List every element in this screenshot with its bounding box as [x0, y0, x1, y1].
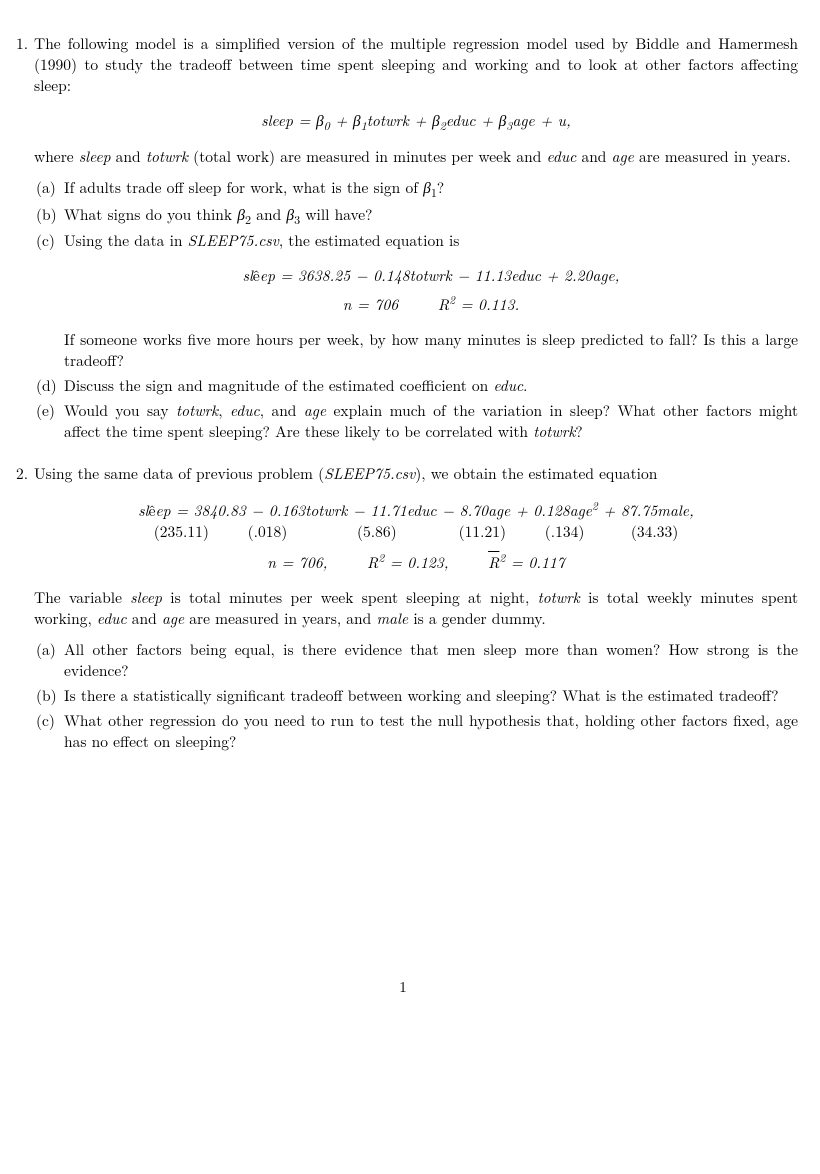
- problem-2-eq-line3: n = 706, R2 = 0.123, R2 = 0.117: [34, 551, 798, 574]
- page-number: 1: [8, 977, 798, 997]
- standard-errors: (235.11) (.018) (5.86) (11.21) (.134) (3…: [154, 522, 678, 543]
- part-label: (d): [34, 376, 64, 397]
- part-2b: (b) Is there a statistically significant…: [34, 686, 798, 707]
- part-label: (c): [34, 711, 64, 753]
- part-1b-text: What signs do you think β2 and β3 will h…: [64, 205, 798, 227]
- part-label: (b): [34, 686, 64, 707]
- part-1c-intro: Using the data in SLEEP75.csv, the estim…: [64, 231, 798, 252]
- part-1b: (b) What signs do you think β2 and β3 wi…: [34, 205, 798, 227]
- part-label: (c): [34, 231, 64, 372]
- problem-1-intro: The following model is a simplified vers…: [34, 34, 798, 97]
- part-2b-text: Is there a statistically significant tra…: [64, 686, 798, 707]
- problem-2-parts: (a) All other factors being equal, is th…: [34, 640, 798, 753]
- part-1c-followup: If someone works five more hours per wee…: [64, 330, 798, 372]
- problem-2-desc: The variable sleep is total minutes per …: [34, 588, 798, 630]
- problem-number: 2.: [8, 464, 34, 756]
- part-1e-text: Would you say totwrk, educ, and age expl…: [64, 401, 798, 443]
- problem-2-intro: Using the same data of previous problem …: [34, 464, 798, 485]
- problem-1: 1. The following model is a simplified v…: [8, 34, 798, 446]
- problem-number: 1.: [8, 34, 34, 446]
- part-2a: (a) All other factors being equal, is th…: [34, 640, 798, 682]
- part-1c-eq-line1: slêep = 3638.25 − 0.148totwrk − 11.13edu…: [64, 266, 798, 287]
- part-1a-text: If adults trade off sleep for work, what…: [64, 178, 798, 200]
- part-2c-text: What other regression do you need to run…: [64, 711, 798, 753]
- part-label: (a): [34, 178, 64, 200]
- part-2a-text: All other factors being equal, is there …: [64, 640, 798, 682]
- part-label: (b): [34, 205, 64, 227]
- part-1c: (c) Using the data in SLEEP75.csv, the e…: [34, 231, 798, 372]
- problem-1-parts: (a) If adults trade off sleep for work, …: [34, 178, 798, 442]
- problem-2-eq-line1: slêep = 3840.83 − 0.163totwrk − 11.71edu…: [34, 499, 798, 522]
- part-1d-text: Discuss the sign and magnitude of the es…: [64, 376, 798, 397]
- problem-body: Using the same data of previous problem …: [34, 464, 798, 756]
- part-label: (a): [34, 640, 64, 682]
- part-1a: (a) If adults trade off sleep for work, …: [34, 178, 798, 200]
- problem-1-where: where sleep and totwrk (total work) are …: [34, 147, 798, 168]
- part-1e: (e) Would you say totwrk, educ, and age …: [34, 401, 798, 443]
- part-1c-eq-line2: n = 706 R2 = 0.113.: [64, 293, 798, 316]
- part-1d: (d) Discuss the sign and magnitude of th…: [34, 376, 798, 397]
- part-1c-text: Using the data in SLEEP75.csv, the estim…: [64, 231, 798, 372]
- problem-body: The following model is a simplified vers…: [34, 34, 798, 446]
- problem-1-equation: sleep = β0 + β1totwrk + β2educ + β3age +…: [34, 111, 798, 133]
- problem-2: 2. Using the same data of previous probl…: [8, 464, 798, 756]
- problem-2-se-row: (235.11) (.018) (5.86) (11.21) (.134) (3…: [34, 522, 798, 543]
- part-label: (e): [34, 401, 64, 443]
- part-2c: (c) What other regression do you need to…: [34, 711, 798, 753]
